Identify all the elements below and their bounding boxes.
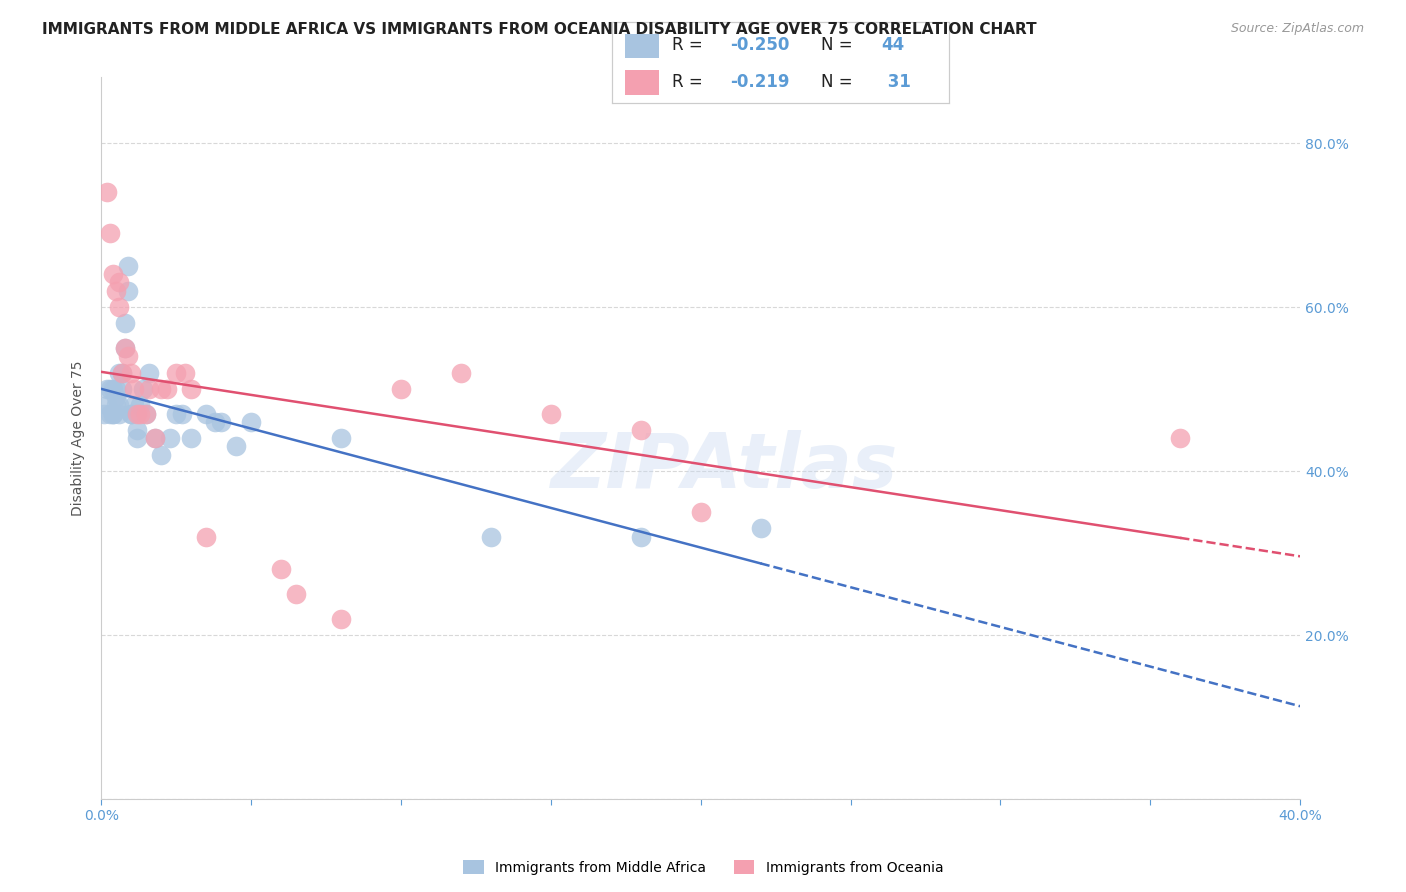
Y-axis label: Disability Age Over 75: Disability Age Over 75 — [72, 360, 86, 516]
Point — [105, 399, 128, 413]
Point — [285, 587, 308, 601]
Point — [150, 382, 173, 396]
Text: 44: 44 — [882, 36, 905, 54]
Text: R =: R = — [672, 36, 709, 54]
Point — [132, 382, 155, 396]
Point — [105, 390, 128, 404]
Point — [135, 407, 157, 421]
Text: ZIPAtlas: ZIPAtlas — [551, 430, 898, 504]
Text: -0.219: -0.219 — [730, 73, 789, 91]
Point — [108, 276, 131, 290]
Text: 31: 31 — [882, 73, 911, 91]
Point — [1168, 431, 1191, 445]
Point — [135, 407, 157, 421]
Point — [150, 448, 173, 462]
Point — [103, 407, 125, 421]
Point — [165, 366, 187, 380]
Text: -0.250: -0.250 — [730, 36, 789, 54]
Text: R =: R = — [672, 73, 709, 91]
Point — [204, 415, 226, 429]
Point — [138, 366, 160, 380]
Point — [389, 382, 412, 396]
Point — [103, 382, 125, 396]
Point — [103, 407, 125, 421]
Point — [180, 431, 202, 445]
Point — [127, 423, 149, 437]
Point — [105, 284, 128, 298]
Point — [270, 562, 292, 576]
Point — [195, 530, 218, 544]
Point — [120, 366, 142, 380]
Point — [195, 407, 218, 421]
Point — [117, 349, 139, 363]
Point — [96, 382, 118, 396]
Point — [159, 431, 181, 445]
Text: N =: N = — [821, 73, 858, 91]
Point — [138, 382, 160, 396]
Point — [98, 407, 121, 421]
Point — [156, 382, 179, 396]
Point — [108, 366, 131, 380]
Point — [122, 382, 145, 396]
Legend: Immigrants from Middle Africa, Immigrants from Oceania: Immigrants from Middle Africa, Immigrant… — [457, 855, 949, 880]
Point — [108, 407, 131, 421]
Point — [749, 521, 772, 535]
Point — [103, 267, 125, 281]
Point — [330, 431, 353, 445]
Text: IMMIGRANTS FROM MIDDLE AFRICA VS IMMIGRANTS FROM OCEANIA DISABILITY AGE OVER 75 : IMMIGRANTS FROM MIDDLE AFRICA VS IMMIGRA… — [42, 22, 1036, 37]
Point — [127, 407, 149, 421]
Point — [96, 399, 118, 413]
Point — [98, 226, 121, 240]
FancyBboxPatch shape — [626, 70, 659, 95]
Point — [114, 341, 136, 355]
Point — [122, 399, 145, 413]
Text: Source: ZipAtlas.com: Source: ZipAtlas.com — [1230, 22, 1364, 36]
Point — [98, 382, 121, 396]
Point — [143, 431, 166, 445]
Point — [450, 366, 472, 380]
Point — [108, 300, 131, 314]
Point — [114, 317, 136, 331]
Point — [540, 407, 562, 421]
Point — [93, 407, 115, 421]
Point — [117, 259, 139, 273]
Point — [180, 382, 202, 396]
Point — [117, 284, 139, 298]
Point — [129, 407, 152, 421]
Point — [127, 431, 149, 445]
Point — [120, 407, 142, 421]
Point — [129, 399, 152, 413]
Point — [105, 382, 128, 396]
Point — [111, 382, 134, 396]
Point — [174, 366, 197, 380]
Point — [111, 366, 134, 380]
Point — [209, 415, 232, 429]
Point — [240, 415, 263, 429]
Point — [96, 186, 118, 200]
Point — [165, 407, 187, 421]
Point — [630, 530, 652, 544]
Point — [114, 341, 136, 355]
Point — [172, 407, 194, 421]
Point — [143, 431, 166, 445]
Text: N =: N = — [821, 36, 858, 54]
Point — [689, 505, 711, 519]
Point — [108, 399, 131, 413]
Point — [630, 423, 652, 437]
Point — [120, 407, 142, 421]
Point — [330, 612, 353, 626]
Point — [225, 440, 247, 454]
Point — [479, 530, 502, 544]
Point — [111, 366, 134, 380]
FancyBboxPatch shape — [626, 34, 659, 58]
